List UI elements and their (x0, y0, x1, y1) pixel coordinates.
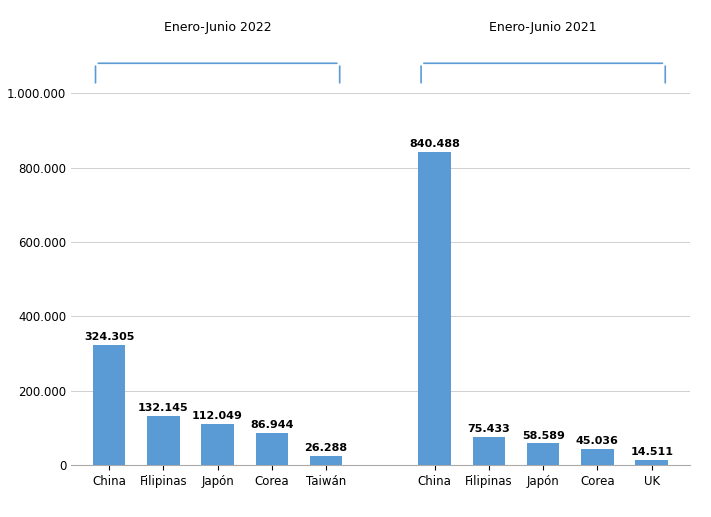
Text: 840.488: 840.488 (410, 140, 460, 149)
Bar (255, 433, 288, 465)
Text: 112.049: 112.049 (192, 410, 243, 421)
Bar (473, 437, 506, 465)
Text: 26.288: 26.288 (304, 443, 348, 452)
Text: 58.589: 58.589 (522, 431, 565, 440)
Bar (418, 153, 451, 465)
Text: Enero-Junio 2022: Enero-Junio 2022 (164, 21, 272, 34)
Text: 14.511: 14.511 (630, 447, 673, 457)
Bar (581, 449, 614, 465)
Bar (201, 423, 234, 465)
Text: 45.036: 45.036 (576, 435, 619, 446)
Text: 86.944: 86.944 (250, 420, 294, 430)
Text: 75.433: 75.433 (468, 424, 510, 434)
Bar (147, 416, 180, 465)
Text: 132.145: 132.145 (138, 403, 188, 413)
Bar (310, 455, 343, 465)
Bar (527, 444, 560, 465)
Bar (93, 345, 125, 465)
Text: 324.305: 324.305 (84, 331, 134, 342)
Bar (636, 460, 668, 465)
Text: Enero-Junio 2021: Enero-Junio 2021 (489, 21, 597, 34)
